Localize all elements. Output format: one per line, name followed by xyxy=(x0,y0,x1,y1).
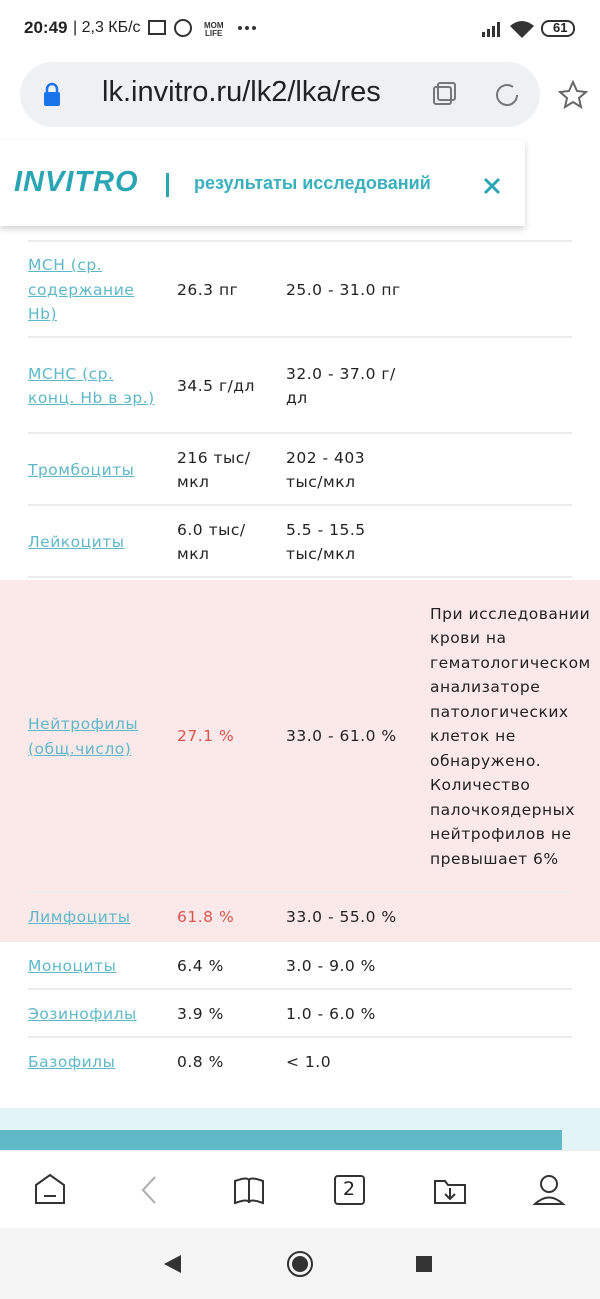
test-name[interactable]: Базофилы xyxy=(28,1052,116,1071)
tab-count[interactable]: 2 xyxy=(343,1178,356,1200)
result-row: MCHC (ср. конц. Hb в эр.) 34.5 г/дл 32.0 -… xyxy=(0,338,600,434)
result: 216 тыс/мкл xyxy=(177,448,251,492)
system-nav xyxy=(0,1228,600,1299)
separator xyxy=(28,240,572,242)
test-name[interactable]: Лимфоциты xyxy=(28,908,131,927)
test-name[interactable]: Моноциты xyxy=(28,956,117,975)
result: 34.5 г/дл xyxy=(177,376,255,395)
reference: < 1.0 xyxy=(286,1052,332,1071)
nav-icons[interactable] xyxy=(0,1151,600,1229)
result: 26.3 пг xyxy=(177,280,239,299)
site-header: INVITRO результаты исследований xyxy=(0,140,525,226)
logo[interactable]: INVITRO xyxy=(14,166,139,198)
net-speed: | 2,3 КБ/с xyxy=(73,19,141,36)
result-row: Эозинофилы 3.9 % 1.0 - 6.0 % xyxy=(0,990,600,1038)
browser-nav: 2 xyxy=(0,1150,600,1229)
result-row: Нейтрофилы (общ.число) 27.1 % 33.0 - 61.0 … xyxy=(0,580,600,893)
status-bar: 20:49 | 2,3 КБ/с MOM LIFE 61 xyxy=(0,0,600,56)
test-name[interactable]: Нейтрофилы (общ.число) xyxy=(28,715,139,758)
reference: 3.0 - 9.0 % xyxy=(286,956,376,975)
time: 20:49 xyxy=(24,18,68,37)
result-row: Лимфоциты 61.8 % 33.0 - 55.0 % xyxy=(0,893,600,942)
next-table-header xyxy=(0,1130,562,1150)
status-icons: MOM LIFE xyxy=(148,19,256,38)
comment: При исследовании крови на гематологическ… xyxy=(430,604,591,868)
test-name[interactable]: MCHC (ср. конц. Hb в эр.) xyxy=(28,364,155,408)
reference: 33.0 - 61.0 % xyxy=(286,727,397,746)
reference: 32.0 - 37.0 г/дл xyxy=(286,364,396,408)
reference: 25.0 - 31.0 пг xyxy=(286,280,401,299)
close-button[interactable] xyxy=(482,176,502,196)
reference: 1.0 - 6.0 % xyxy=(286,1004,376,1023)
test-name[interactable]: MCH (ср. содержание Hb) xyxy=(28,256,135,324)
battery-level: 61 xyxy=(553,20,568,35)
result-row: Моноциты 6.4 % 3.0 - 9.0 % xyxy=(0,942,600,990)
address-bar[interactable]: lk.invitro.ru/lk2/lka/res xyxy=(20,62,540,127)
svg-text:LIFE: LIFE xyxy=(205,29,223,38)
header-title: результаты исследований xyxy=(194,173,431,193)
result: 61.8 % xyxy=(177,908,235,927)
star-icon[interactable] xyxy=(558,80,588,110)
result: 0.8 % xyxy=(177,1052,224,1071)
lock-icon xyxy=(44,82,60,106)
divider xyxy=(166,173,169,197)
result-row: MCH (ср. содержание Hb) 26.3 пг 25.0 - 31.… xyxy=(0,242,600,338)
result: 6.0 тыс/мкл xyxy=(177,520,246,564)
result-row: Базофилы 0.8 % < 1.0 xyxy=(0,1038,600,1086)
test-name[interactable]: Эозинофилы xyxy=(28,1004,137,1023)
result-row: Тромбоциты 216 тыс/мкл 202 - 403 тыс/мкл xyxy=(0,434,600,506)
svg-text:MOM: MOM xyxy=(204,21,224,30)
reference: 33.0 - 55.0 % xyxy=(286,908,397,927)
result: 27.1 % xyxy=(177,727,235,746)
result: 3.9 % xyxy=(177,1004,224,1023)
test-name[interactable]: Тромбоциты xyxy=(28,460,135,479)
url[interactable]: lk.invitro.ru/lk2/lka/res xyxy=(102,76,381,108)
signal-icons xyxy=(482,20,575,38)
result: 6.4 % xyxy=(177,956,224,975)
bar-icons[interactable] xyxy=(430,82,530,108)
result-row: Лейкоциты 6.0 тыс/мкл 5.5 - 15.5 тыс/мкл xyxy=(0,506,600,578)
test-name[interactable]: Лейкоциты xyxy=(28,532,125,551)
system-buttons[interactable] xyxy=(0,1228,600,1299)
reference: 5.5 - 15.5 тыс/мкл xyxy=(286,520,366,564)
reference: 202 - 403 тыс/мкл xyxy=(286,448,366,492)
